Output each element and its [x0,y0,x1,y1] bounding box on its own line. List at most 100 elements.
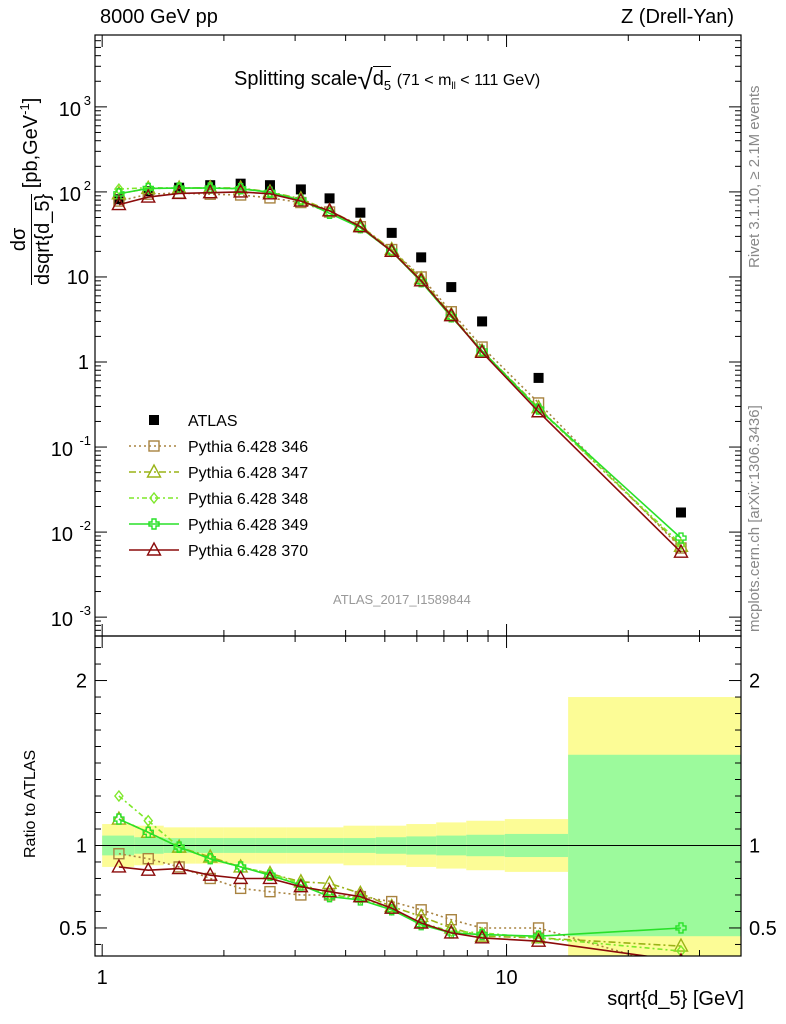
main-y-tick-exponent: -1 [79,433,91,448]
main-point-pythia-6-428-370 [232,183,249,198]
main-point-pythia-6-428-348 [114,182,124,196]
ratio-point-pythia-6-428-370 [232,870,249,885]
main-y-tick-label: 10 [67,267,89,289]
main-point-pythia-6-428-370 [140,188,156,203]
plot-title: Splitting scale√d5 (71 < mll < 111 GeV) [234,64,540,96]
legend-marker-pythia-6-428-349 [148,518,160,530]
legend-label-pythia-6-428-346: Pythia 6.428 346 [188,439,308,456]
main-point-pythia-6-428-370 [443,307,459,322]
legend-marker-atlas [149,415,159,425]
ratio-point-pythia-6-428-370 [413,914,429,929]
ratio-point-pythia-6-428-370 [352,888,369,903]
main-point-pythia-6-428-370 [293,192,309,207]
main-point-pythia-6-428-349 [415,275,427,288]
side-label-mcplots: mcplots.cern.ch [arXiv:1306.3436] [746,405,763,632]
ratio-point-pythia-6-428-349 [386,904,398,916]
main-point-pythia-6-428-349 [445,311,457,323]
ratio-point-pythia-6-428-348 [114,789,124,803]
legend-marker-pythia-6-428-347 [146,463,162,478]
main-point-pythia-6-428-370 [111,196,127,211]
ratio-point-pythia-6-428-349 [264,869,276,881]
legend-label-pythia-6-428-349: Pythia 6.428 349 [188,517,308,534]
main-point-atlas [533,372,544,383]
main-point-pythia-6-428-370 [202,184,218,199]
ratio-point-pythia-6-428-370 [202,866,218,881]
ratio-point-pythia-6-428-370 [293,878,309,893]
ratio-y-tick-label: 1 [76,835,87,857]
main-y-tick-exponent: -2 [79,518,91,533]
header-right: Z (Drell-Yan) [621,6,734,28]
main-point-atlas [386,227,397,238]
ratio-panel [95,697,741,956]
main-point-pythia-6-428-349 [354,221,367,234]
x-axis-label: sqrt{d_5} [GeV] [607,988,744,1010]
main-point-pythia-6-428-346 [113,195,125,207]
legend-label-pythia-6-428-347: Pythia 6.428 347 [188,465,308,482]
ratio-point-pythia-6-428-346 [476,922,488,934]
ratio-point-pythia-6-428-349 [234,861,247,873]
ratio-point-pythia-6-428-370 [474,929,490,944]
ratio-y-tick-label-right: 0.5 [749,918,777,940]
main-y-tick-exponent: -3 [79,603,91,618]
sqrt-symbol-icon: √ [357,64,373,95]
main-point-atlas [675,507,686,518]
ratio-point-pythia-6-428-347 [321,874,338,890]
main-point-pythia-6-428-349 [675,532,687,544]
watermark: ATLAS_2017_I1589844 [333,592,471,607]
ratio-point-pythia-6-428-370 [111,858,127,873]
main-point-pythia-6-428-349 [113,188,125,200]
ratio-point-pythia-6-428-349 [476,928,488,941]
ratio-point-pythia-6-428-349 [113,813,125,825]
plot-title-variable: d5 [372,66,392,93]
side-label-rivet: Rivet 3.1.10, ≥ 2.1M events [746,85,763,269]
legend: ATLAS Pythia 6.428 346 Pythia 6.428 347 Pyt… [129,413,308,560]
ratio-y-tick-label: 0.5 [59,918,87,940]
ratio-point-pythia-6-428-348 [143,814,154,827]
main-point-atlas [355,207,366,218]
main-line-pythia-6-428-349 [118,187,682,539]
main-y-tick-exponent: 3 [84,93,91,108]
ratio-series-group [111,789,689,956]
ratio-point-pythia-6-428-370 [262,870,278,885]
main-point-atlas [295,184,306,195]
ratio-point-pythia-6-428-347 [413,907,429,923]
main-y-tick-label: 10 [59,99,81,121]
legend-marker-pythia-6-428-346 [148,440,160,452]
main-line-pythia-6-428-370 [118,191,682,553]
main-point-pythia-6-428-370 [413,272,429,287]
ratio-y-axis-label: Ratio to ATLAS [22,749,39,858]
ratio-point-pythia-6-428-346 [264,885,276,898]
main-point-atlas [477,316,488,327]
main-point-atlas [446,282,457,293]
main-point-pythia-6-428-370 [262,185,278,200]
plot-title-prefix: Splitting scale [234,68,358,90]
main-point-pythia-6-428-370 [474,343,490,359]
main-point-atlas [324,193,335,204]
ratio-point-pythia-6-428-349 [675,922,687,934]
main-point-pythia-6-428-370 [673,543,689,558]
ratio-y-tick-label: 2 [76,671,87,693]
ratio-line-pythia-6-428-348 [118,795,682,952]
legend-label-pythia-6-428-370: Pythia 6.428 370 [188,543,308,560]
ratio-point-pythia-6-428-347 [384,898,400,913]
ratio-y-tick-label-right: 1 [749,835,760,857]
main-y-tick-exponent: 2 [84,178,91,193]
main-y-tick-label: 10 [59,184,81,206]
ratio-point-pythia-6-428-349 [415,918,427,931]
main-point-atlas [416,252,427,263]
ratio-point-pythia-6-428-349 [173,841,185,853]
main-point-pythia-6-428-370 [321,202,338,217]
legend-label-pythia-6-428-348: Pythia 6.428 348 [188,491,308,508]
ratio-point-pythia-6-428-348 [676,944,686,956]
main-y-axis-label: dσ dsqrt{d_5} [pb,GeV-1] [8,97,54,285]
main-y-tick-label: 10 [51,609,73,631]
ratio-y-tick-label-right: 2 [749,671,760,693]
ratio-point-pythia-6-428-370 [171,860,187,875]
plot-title-range: (71 < mll < 111 GeV) [396,72,541,93]
ratio-point-pythia-6-428-347 [673,937,689,952]
main-series-group [111,178,689,558]
legend-marker-pythia-6-428-348 [149,491,159,505]
main-point-pythia-6-428-370 [352,218,369,233]
